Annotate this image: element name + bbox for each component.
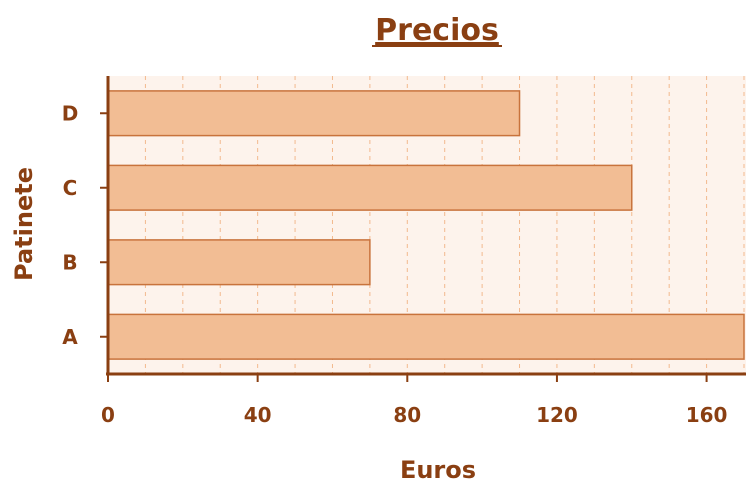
x-axis-ticks: 0 40 80 120 160 — [101, 374, 727, 427]
bars — [107, 90, 745, 360]
x-tick-label: 160 — [686, 403, 728, 427]
bar-d — [107, 90, 521, 137]
x-tick-label: 40 — [244, 403, 272, 427]
x-tick-label: 80 — [393, 403, 421, 427]
y-tick-label-d: D — [62, 101, 79, 125]
y-axis-ticks: A B C D — [62, 101, 108, 349]
y-tick-label-c: C — [63, 176, 78, 200]
bar-c — [107, 164, 633, 211]
x-axis-title: Euros — [400, 456, 476, 481]
y-axis-title: Patinete — [10, 167, 38, 281]
bar-a — [107, 313, 745, 360]
chart-title: Precios — [375, 13, 499, 48]
x-tick-label: 120 — [536, 403, 578, 427]
y-tick-label-a: A — [62, 325, 78, 349]
x-tick-label: 0 — [101, 403, 115, 427]
bar-b — [107, 239, 371, 286]
y-tick-label-b: B — [62, 250, 77, 274]
